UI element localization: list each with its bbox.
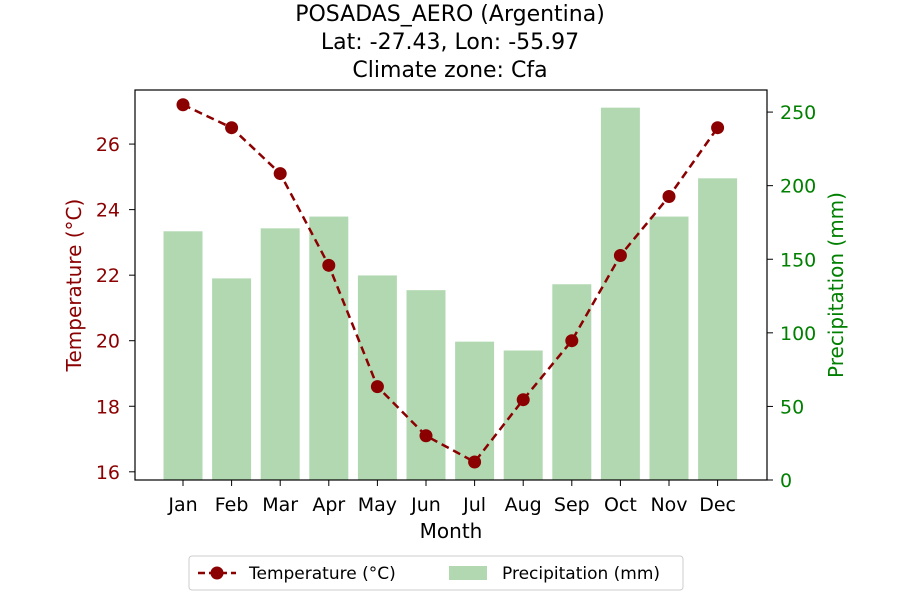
temperature-tick-label-16: 16 <box>96 462 120 484</box>
temperature-point-feb <box>225 121 239 135</box>
x-tick-label-sep: Sep <box>554 494 590 516</box>
x-tick-label-jan: Jan <box>167 494 197 516</box>
title-line-2: Lat: -27.43, Lon: -55.97 <box>321 30 579 55</box>
temperature-axis-label: Temperature (°C) <box>62 199 86 373</box>
temperature-tick-label-22: 22 <box>96 265 120 287</box>
precipitation-axis-label: Precipitation (mm) <box>824 192 848 378</box>
precipitation-tick-label-0: 0 <box>780 470 792 492</box>
temperature-tick-label-26: 26 <box>96 134 120 156</box>
precipitation-bar-feb <box>212 278 252 480</box>
x-tick-label-dec: Dec <box>699 494 736 516</box>
title-line-3: Climate zone: Cfa <box>352 58 547 83</box>
temperature-point-jul <box>468 455 482 469</box>
precipitation-bar-mar <box>260 228 300 480</box>
legend: Temperature (°C) Precipitation (mm) <box>188 555 684 591</box>
x-tick-label-aug: Aug <box>505 494 542 516</box>
temperature-point-may <box>370 380 384 394</box>
legend-temperature-marker <box>210 566 224 580</box>
x-axis: Jan Feb Mar Apr May Jun Jul Aug Sep Oct Nov Dec <box>167 480 736 516</box>
chart-title: POSADAS_AERO (Argentina) Lat: -27.43, Lo… <box>295 2 605 83</box>
precipitation-bar-dec <box>698 178 738 481</box>
x-tick-label-jul: Jul <box>462 494 486 516</box>
x-tick-label-feb: Feb <box>215 494 249 516</box>
precipitation-tick-label-200: 200 <box>780 176 816 198</box>
legend-precipitation-swatch <box>449 566 487 580</box>
precipitation-bars <box>163 107 738 481</box>
precipitation-bar-oct <box>600 107 640 480</box>
temperature-point-jan <box>176 98 190 112</box>
precipitation-tick-label-150: 150 <box>780 249 816 271</box>
precipitation-bar-may <box>357 275 397 480</box>
precipitation-axis: 0 50 100 150 200 250 <box>767 102 816 492</box>
legend-temperature-label: Temperature (°C) <box>248 564 396 584</box>
temperature-point-sep <box>565 334 579 348</box>
temperature-line <box>176 98 725 469</box>
precipitation-tick-label-100: 100 <box>780 323 816 345</box>
x-tick-label-apr: Apr <box>312 494 345 516</box>
temperature-point-mar <box>273 167 287 181</box>
temperature-point-aug <box>516 393 530 407</box>
temperature-series-line <box>182 103 719 464</box>
temperature-point-dec <box>711 121 725 135</box>
precipitation-bar-jan <box>163 231 203 480</box>
temperature-axis: 16 18 20 22 24 26 <box>96 134 135 484</box>
temperature-tick-label-18: 18 <box>96 396 120 418</box>
x-tick-label-jun: Jun <box>410 494 441 516</box>
precipitation-tick-label-50: 50 <box>780 396 804 418</box>
temperature-point-nov <box>662 190 676 204</box>
x-tick-label-oct: Oct <box>604 494 637 516</box>
precipitation-bar-jun <box>406 290 446 480</box>
plot-frame <box>134 89 768 481</box>
legend-precipitation-label: Precipitation (mm) <box>502 564 660 584</box>
title-line-1: POSADAS_AERO (Argentina) <box>295 2 605 27</box>
legend-box <box>188 555 684 591</box>
x-axis-label: Month <box>420 519 483 543</box>
x-tick-label-mar: Mar <box>262 494 298 516</box>
temperature-point-apr <box>322 258 336 272</box>
temperature-point-oct <box>613 249 627 262</box>
temperature-point-jun <box>419 429 433 443</box>
x-tick-label-nov: Nov <box>650 494 687 516</box>
temperature-tick-label-20: 20 <box>96 331 120 353</box>
precipitation-bar-apr <box>309 216 349 480</box>
precipitation-bar-nov <box>649 216 689 480</box>
temperature-tick-label-24: 24 <box>96 200 120 222</box>
precipitation-tick-label-250: 250 <box>780 102 816 124</box>
x-tick-label-may: May <box>358 494 397 516</box>
precipitation-bar-sep <box>552 284 592 480</box>
